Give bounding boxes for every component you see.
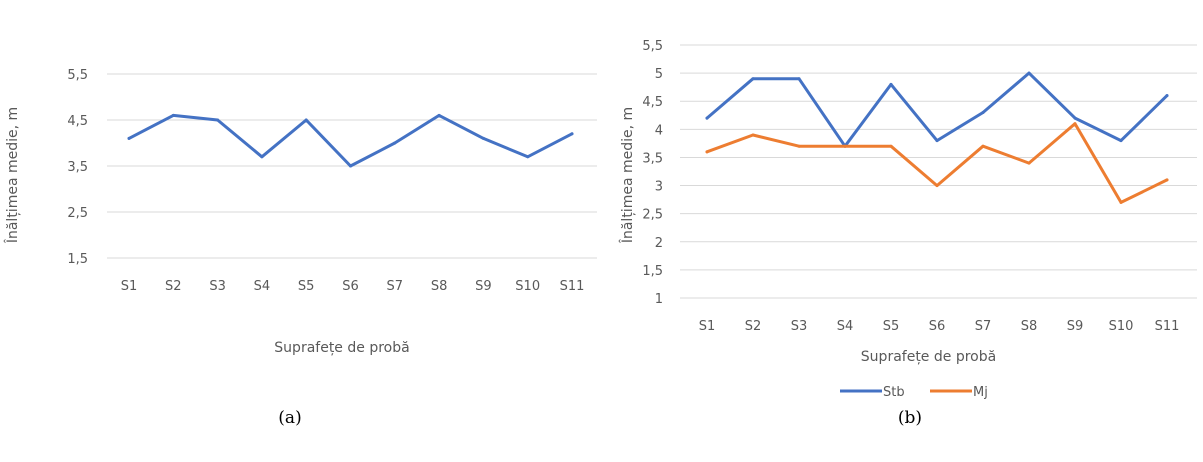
chart-caption: (b) <box>898 408 922 428</box>
legend-label: Mj <box>973 385 988 400</box>
data-point <box>1073 122 1077 126</box>
data-point <box>935 139 939 143</box>
data-point <box>889 144 893 148</box>
x-tick-label: S11 <box>1155 319 1180 334</box>
x-tick-label: S4 <box>254 279 271 294</box>
x-tick-label: S6 <box>342 279 359 294</box>
x-tick-label: S7 <box>975 319 992 334</box>
y-tick-label: 5,5 <box>67 68 88 83</box>
x-tick-label: S9 <box>1067 319 1084 334</box>
data-point <box>797 144 801 148</box>
x-tick-label: S10 <box>1109 319 1134 334</box>
series-line-stb <box>705 71 1169 148</box>
chart-a: 1,5 2,5 3,5 4,5 5,5 S1 S2 S3 S4 S5 S6 S7 S8 S9 S10 S11 S… <box>3 68 597 428</box>
x-tick-label: S3 <box>209 279 226 294</box>
y-tick-label: 2,5 <box>67 206 88 221</box>
x-tick-label: S1 <box>699 319 716 334</box>
data-point <box>349 164 352 168</box>
y-tick-label: 1,5 <box>67 252 88 267</box>
data-point <box>171 113 175 117</box>
data-point <box>981 144 985 148</box>
data-point <box>981 110 985 114</box>
data-point <box>437 113 441 117</box>
y-tick-label: 3,5 <box>67 160 88 175</box>
data-point <box>705 116 709 120</box>
y-tick-label: 1,5 <box>642 264 663 279</box>
x-tick-label: S2 <box>745 319 762 334</box>
chart-caption: (a) <box>278 408 301 428</box>
x-tick-label: S8 <box>431 279 448 294</box>
y-tick-label: 4,5 <box>67 114 88 129</box>
x-tick-label: S6 <box>929 319 946 334</box>
legend-item-stb: Stb <box>840 385 905 400</box>
data-point <box>1027 161 1031 165</box>
data-point <box>1119 200 1123 204</box>
y-tick-label: 5,5 <box>642 39 663 54</box>
data-point <box>1119 139 1123 143</box>
data-point <box>705 150 709 154</box>
data-point <box>216 118 220 122</box>
series-line-mj <box>705 122 1169 204</box>
y-tick-label: 3,5 <box>642 151 663 166</box>
data-point <box>935 184 939 188</box>
data-point <box>889 82 893 86</box>
data-point <box>570 132 574 136</box>
x-tick-label: S11 <box>560 279 585 294</box>
data-point <box>1165 94 1169 98</box>
data-point <box>751 133 755 137</box>
chart-b: 1 1,5 2 2,5 3 3,5 4 4,5 5 5,5 S1 S2 S3 S4 S5 S6 S7 S8 S9 S1… <box>618 39 1197 428</box>
x-tick-label: S5 <box>298 279 315 294</box>
data-point <box>1165 178 1169 182</box>
y-axis-title: Înălțimea medie, m <box>3 107 21 244</box>
data-point <box>304 118 308 122</box>
y-tick-label: 4,5 <box>642 95 663 110</box>
x-tick-label: S3 <box>791 319 808 334</box>
y-tick-label: 1 <box>655 292 663 307</box>
data-point <box>751 77 755 81</box>
x-tick-label: S9 <box>475 279 492 294</box>
x-tick-label: S8 <box>1021 319 1038 334</box>
x-tick-label: S7 <box>387 279 404 294</box>
series-line-main <box>127 113 574 168</box>
data-point <box>1027 71 1031 75</box>
y-tick-label: 2,5 <box>642 208 663 223</box>
data-point <box>1073 116 1077 120</box>
x-tick-label: S4 <box>837 319 854 334</box>
x-axis-title: Suprafețe de probă <box>861 349 996 365</box>
x-tick-label: S5 <box>883 319 900 334</box>
x-axis-title: Suprafețe de probă <box>274 340 409 356</box>
x-tick-label: S10 <box>515 279 540 294</box>
y-tick-label: 3 <box>655 180 663 195</box>
data-point <box>393 141 397 145</box>
data-point <box>127 136 131 140</box>
legend-label: Stb <box>883 385 905 400</box>
data-point <box>526 155 530 159</box>
y-axis-title: Înălțimea medie, m <box>618 107 636 244</box>
y-tick-label: 2 <box>655 236 663 251</box>
x-tick-label: S2 <box>165 279 182 294</box>
y-tick-label: 5 <box>655 67 663 82</box>
data-point <box>797 77 801 81</box>
legend-item-mj: Mj <box>930 385 988 400</box>
data-point <box>481 136 485 140</box>
data-point <box>260 155 264 159</box>
data-point <box>843 144 847 148</box>
y-tick-label: 4 <box>655 123 663 138</box>
x-tick-label: S1 <box>121 279 138 294</box>
